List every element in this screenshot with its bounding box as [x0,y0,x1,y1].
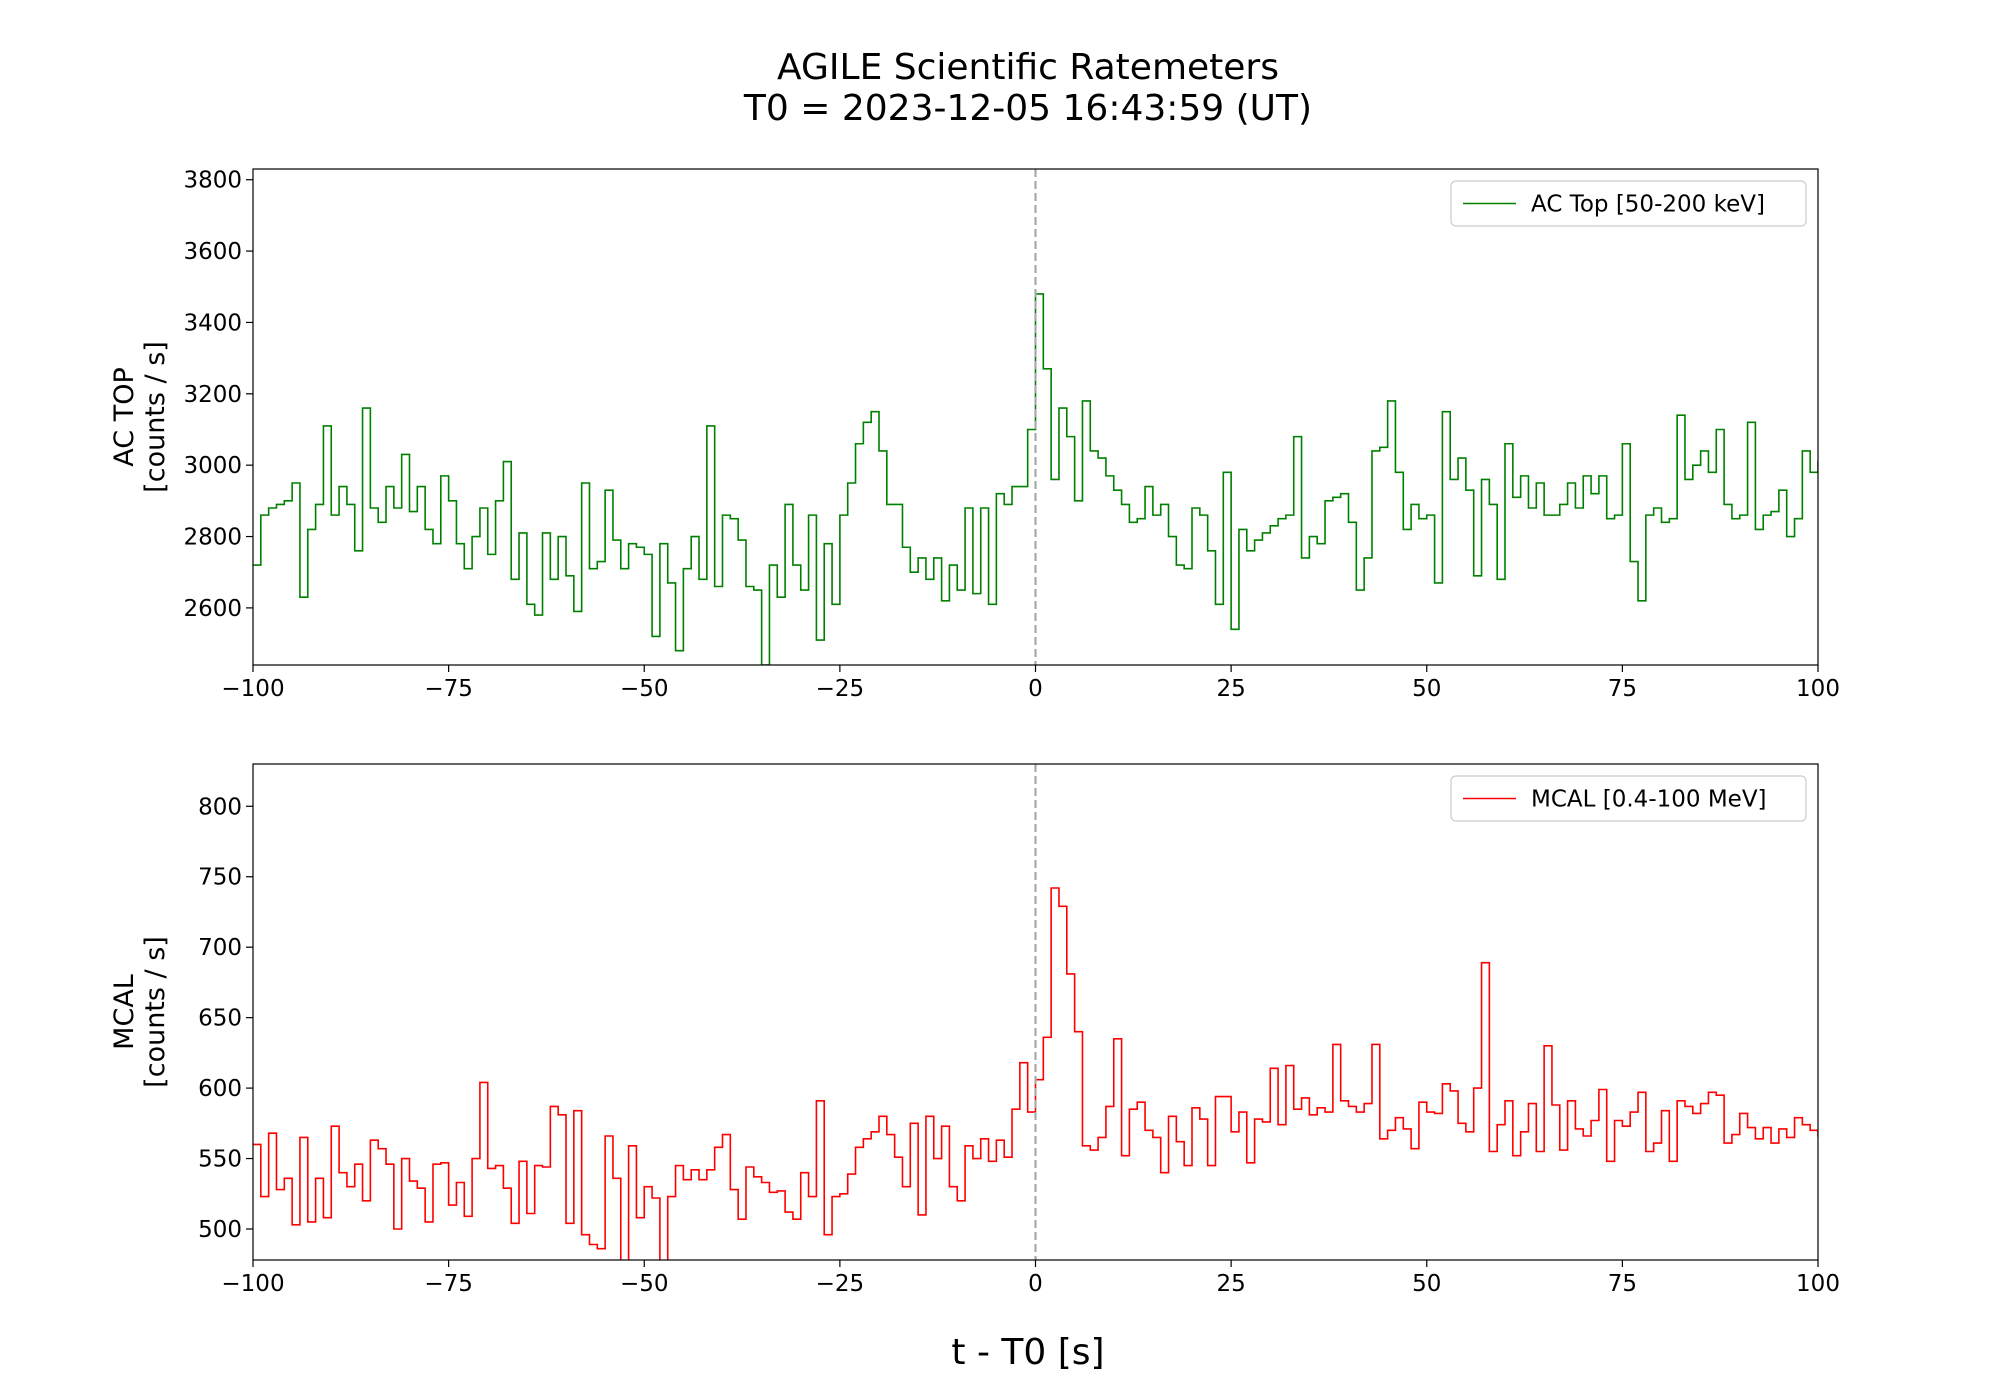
mcal-x-tick-label: −100 [221,1271,284,1297]
mcal-x-tick-label: −25 [816,1271,865,1297]
mcal-y-tick-label: 550 [198,1147,242,1173]
ac-top-y-axis-label-line1: AC TOP [109,367,140,466]
x-axis-label: t - T0 [s] [951,1332,1104,1373]
ac-top-y-tick-label: 3200 [183,382,242,408]
mcal-x-tick-label: 0 [1028,1271,1043,1297]
mcal-y-axis-label-line2: [counts / s] [140,936,171,1088]
ac-top-x-tick-label: −100 [221,676,284,702]
mcal-panel: −100 −75 −50 −25 0 25 50 75 100 500 550 600 650 700 75… [109,763,1840,1297]
ac-top-y-tick-label: 3800 [183,168,242,194]
mcal-legend-box [1450,775,1807,822]
ac-top-y-tick-label: 2800 [183,525,242,551]
mcal-legend-label: MCAL [0.4-100 MeV] [1531,787,1767,813]
ac-top-y-tick-label: 3000 [183,453,242,479]
ac-top-y-axis-label-line2: [counts / s] [140,341,171,493]
ac-top-legend-box [1450,180,1807,227]
ac-top-x-tick-label: 50 [1412,676,1441,702]
mcal-legend: MCAL [0.4-100 MeV] [1450,775,1807,822]
ac-top-series-line-0 [253,293,1818,665]
mcal-x-tick-label: 25 [1216,1271,1245,1297]
ac-top-x-tick-label: 100 [1796,676,1840,702]
ac-top-x-tick-label: 25 [1216,676,1245,702]
mcal-x-tick-label: −75 [424,1271,473,1297]
mcal-y-tick-label: 700 [198,935,242,961]
mcal-y-tick-label: 800 [198,794,242,820]
ac-top-x-tick-label: −75 [424,676,473,702]
mcal-y-axis-label-line1: MCAL [109,974,140,1050]
chart-title-line2: T0 = 2023-12-05 16:43:59 (UT) [743,88,1312,129]
chart-title-line1: AGILE Scientific Ratemeters [777,47,1279,88]
mcal-y-tick-label: 600 [198,1076,242,1102]
mcal-y-tick-label: 750 [198,865,242,891]
mcal-x-tick-label: 100 [1796,1271,1840,1297]
ac-top-y-tick-label: 3600 [183,239,242,265]
ac-top-legend: AC Top [50-200 keV] [1450,180,1807,227]
ac-top-y-tick-label: 2600 [183,596,242,622]
ac-top-legend-label: AC Top [50-200 keV] [1531,192,1765,218]
mcal-y-axis-label: MCAL[counts / s] [109,936,171,1088]
ac-top-x-tick-label: 0 [1028,676,1043,702]
ac-top-y-axis-label: AC TOP[counts / s] [109,341,171,493]
mcal-x-tick-label: 75 [1608,1271,1637,1297]
ac-top-x-tick-label: −50 [620,676,669,702]
mcal-x-tick-label: 50 [1412,1271,1441,1297]
mcal-y-tick-label: 650 [198,1006,242,1032]
ac-top-panel: −100 −75 −50 −25 0 25 50 75 100 2600 2800 3000 3200 3… [109,168,1840,702]
mcal-y-tick-label: 500 [198,1217,242,1243]
mcal-x-tick-label: −50 [620,1271,669,1297]
ac-top-y-tick-label: 3400 [183,310,242,336]
ac-top-x-tick-label: −25 [816,676,865,702]
mcal-series-line-0 [253,887,1818,1260]
ac-top-x-tick-label: 75 [1608,676,1637,702]
